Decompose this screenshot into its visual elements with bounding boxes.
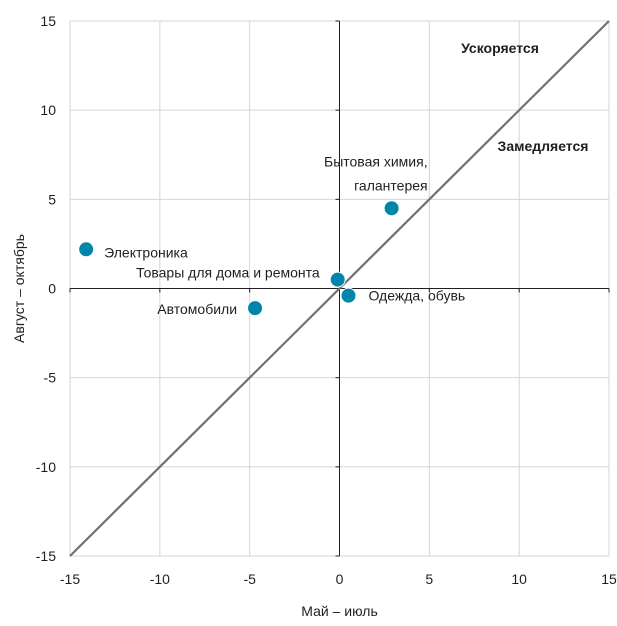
region-label: Замедляется	[498, 138, 589, 154]
point-label: галантерея	[354, 177, 427, 193]
x-tick-label: -10	[150, 571, 170, 587]
y-axis-title: Август – октябрь	[11, 234, 27, 343]
point-label: Бытовая химия,	[324, 153, 428, 169]
point-label: Электроника	[104, 244, 188, 260]
x-axis-title: Май – июль	[301, 603, 377, 619]
reference-diagonal	[69, 20, 610, 557]
data-point	[340, 287, 357, 304]
y-tick-label: 5	[48, 191, 56, 207]
region-labels: Ускоряется Замедляется	[461, 40, 588, 154]
x-tick-label: -5	[243, 571, 256, 587]
x-tick-label: 10	[511, 571, 527, 587]
data-points	[78, 200, 400, 317]
y-tick-label: -10	[36, 459, 56, 475]
tick-labels: -15 -10 -5 0 5 10 15 -15 -10 -5 0 5 10 15	[36, 13, 617, 587]
data-point	[383, 200, 400, 217]
point-labels: Электроника Товары для дома и ремонта Авто…	[104, 153, 465, 317]
y-tick-label: 0	[48, 281, 56, 297]
x-tick-label: 15	[601, 571, 617, 587]
region-label: Ускоряется	[461, 40, 539, 56]
y-tick-label: -5	[44, 370, 57, 386]
x-tick-label: -15	[60, 571, 80, 587]
x-tick-label: 5	[425, 571, 433, 587]
y-tick-label: 10	[40, 102, 56, 118]
diagonal-line	[69, 20, 610, 557]
point-label: Автомобили	[157, 301, 237, 317]
data-point	[247, 300, 264, 317]
data-point	[78, 241, 95, 258]
y-tick-label: -15	[36, 548, 56, 564]
x-tick-label: 0	[336, 571, 344, 587]
y-tick-label: 15	[40, 13, 56, 29]
point-label: Одежда, обувь	[368, 288, 465, 304]
point-label: Товары для дома и ремонта	[136, 265, 320, 281]
data-point	[329, 271, 346, 288]
